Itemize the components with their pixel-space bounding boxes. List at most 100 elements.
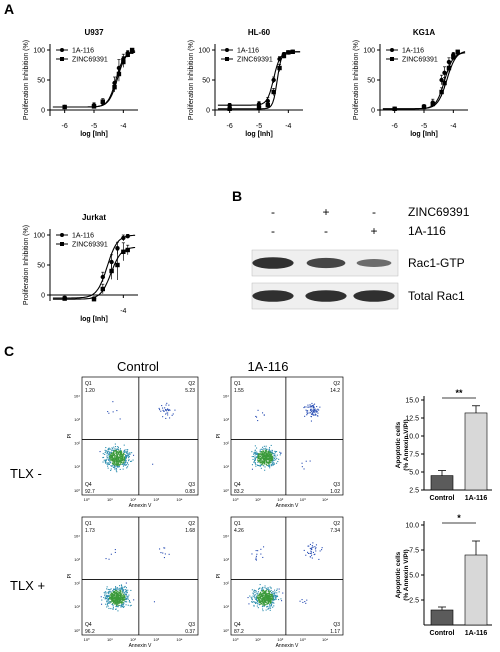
event-dot: [263, 465, 265, 467]
x-decade-label: 10³: [153, 497, 159, 502]
event-dot: [262, 601, 264, 603]
event-dot: [266, 589, 268, 591]
x-decade-label: 10⁴: [176, 637, 182, 642]
event-dot: [314, 414, 316, 416]
event-dot: [264, 594, 266, 596]
event-dot: [255, 550, 257, 552]
legend-marker: [60, 57, 64, 61]
event-dot: [112, 604, 114, 606]
event-dot: [266, 594, 268, 596]
event-dot: [271, 460, 273, 462]
event-dot: [258, 595, 260, 597]
data-point: [227, 103, 232, 108]
event-dot: [110, 601, 112, 603]
event-dot: [262, 461, 264, 463]
event-dot: [111, 453, 113, 455]
event-dot: [257, 595, 259, 597]
event-dot: [116, 452, 118, 454]
event-dot: [264, 601, 266, 603]
event-dot: [113, 446, 115, 448]
event-dot: [264, 448, 266, 450]
x-decade-label: 10⁰: [232, 637, 238, 642]
event-dot: [307, 404, 309, 406]
event-dot: [261, 596, 263, 598]
event-dot: [314, 553, 316, 555]
event-dot: [262, 463, 264, 465]
event-dot: [256, 599, 258, 601]
event-dot: [163, 557, 165, 559]
event-dot: [263, 453, 265, 455]
event-dot: [119, 418, 121, 420]
event-dot: [272, 453, 274, 455]
event-dot: [253, 453, 255, 455]
event-dot: [270, 599, 272, 601]
event-dot: [272, 459, 274, 461]
event-dot: [251, 456, 253, 458]
event-dot: [307, 406, 309, 408]
event-dot: [112, 463, 114, 465]
event-dot: [125, 464, 127, 466]
event-dot: [321, 549, 323, 551]
event-dot: [270, 457, 272, 459]
event-dot: [121, 585, 123, 587]
x-axis-label: log [Inh]: [80, 316, 108, 323]
event-dot: [261, 453, 263, 455]
event-dot: [257, 464, 259, 466]
x-axis-label: Annexin V: [129, 643, 152, 649]
event-dot: [259, 602, 261, 604]
event-dot: [307, 552, 309, 554]
event-dot: [159, 409, 161, 411]
event-dot: [253, 604, 255, 606]
event-dot: [316, 411, 318, 413]
event-dot: [272, 606, 274, 608]
event-dot: [313, 414, 315, 416]
y-tick-label: 2.5: [409, 488, 419, 495]
event-dot: [255, 415, 257, 417]
flow-column-label-control: Control: [117, 359, 159, 374]
event-dot: [257, 456, 259, 458]
event-dot: [314, 410, 316, 412]
event-dot: [117, 587, 119, 589]
event-dot: [125, 451, 127, 453]
y-axis-label: PI: [67, 434, 73, 439]
event-dot: [123, 593, 125, 595]
event-dot: [110, 468, 112, 470]
event-dot: [265, 454, 267, 456]
event-dot: [268, 593, 270, 595]
event-dot: [120, 458, 122, 460]
event-dot: [265, 460, 267, 462]
event-dot: [115, 450, 117, 452]
treatment-sign: +: [370, 224, 377, 238]
event-dot: [310, 548, 312, 550]
event-dot: [112, 605, 114, 607]
event-dot: [269, 586, 271, 588]
x-decade-label: 10⁴: [322, 497, 328, 502]
event-dot: [165, 409, 167, 411]
event-dot: [268, 454, 270, 456]
x-axis-label: log [Inh]: [80, 131, 108, 138]
event-dot: [116, 449, 118, 451]
event-dot: [274, 453, 276, 455]
event-dot: [105, 460, 107, 462]
event-dot: [264, 453, 266, 455]
event-dot: [115, 603, 117, 605]
event-dot: [115, 467, 117, 469]
legend-marker: [390, 57, 394, 61]
event-dot: [105, 451, 107, 453]
event-dot: [271, 455, 273, 457]
data-point: [109, 268, 114, 274]
event-dot: [108, 463, 110, 465]
event-dot: [310, 556, 312, 558]
event-dot: [269, 460, 271, 462]
event-dot: [125, 455, 127, 457]
event-dot: [269, 596, 271, 598]
data-point: [286, 50, 291, 55]
event-dot: [126, 452, 128, 454]
event-dot: [259, 593, 261, 595]
event-dot: [111, 593, 113, 595]
event-dot: [255, 558, 257, 560]
event-dot: [309, 543, 311, 545]
event-dot: [310, 409, 312, 411]
event-dot: [112, 460, 114, 462]
event-dot: [118, 591, 120, 593]
